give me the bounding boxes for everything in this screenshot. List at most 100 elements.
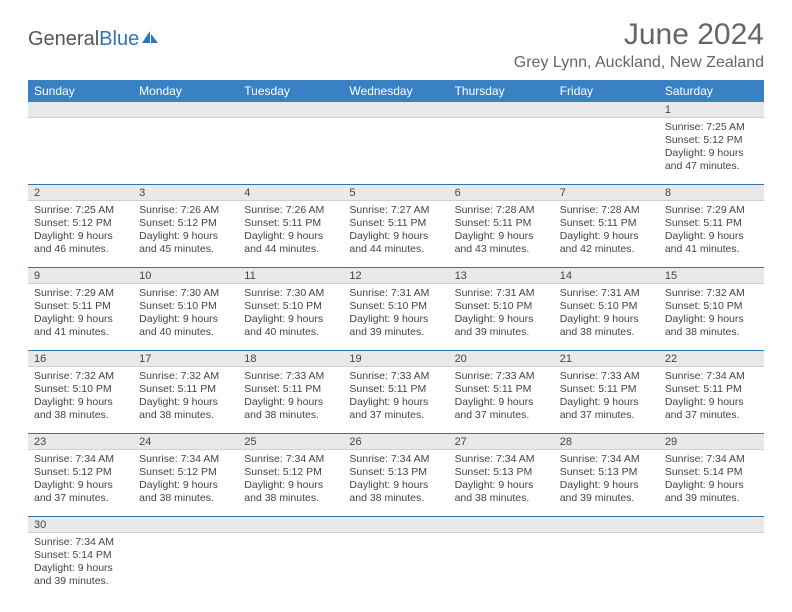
sunrise-text: Sunrise: 7:26 AM xyxy=(139,204,232,217)
day-number-row: 30 xyxy=(28,517,764,533)
week-row: 30Sunrise: 7:34 AMSunset: 5:14 PMDayligh… xyxy=(28,517,764,599)
day-number: 24 xyxy=(133,434,238,449)
daylight-text-2: and 40 minutes. xyxy=(244,326,337,339)
day-number: 26 xyxy=(343,434,448,449)
day-number: 28 xyxy=(554,434,659,449)
sunset-text: Sunset: 5:11 PM xyxy=(455,383,548,396)
day-cell: Sunrise: 7:30 AMSunset: 5:10 PMDaylight:… xyxy=(133,284,238,350)
day-number xyxy=(659,517,764,532)
day-cell: Sunrise: 7:33 AMSunset: 5:11 PMDaylight:… xyxy=(554,367,659,433)
day-cell: Sunrise: 7:30 AMSunset: 5:10 PMDaylight:… xyxy=(238,284,343,350)
day-cell: Sunrise: 7:31 AMSunset: 5:10 PMDaylight:… xyxy=(343,284,448,350)
daylight-text-2: and 42 minutes. xyxy=(560,243,653,256)
day-number: 15 xyxy=(659,268,764,283)
sunrise-text: Sunrise: 7:29 AM xyxy=(34,287,127,300)
day-cell: Sunrise: 7:33 AMSunset: 5:11 PMDaylight:… xyxy=(343,367,448,433)
day-cell: Sunrise: 7:34 AMSunset: 5:12 PMDaylight:… xyxy=(133,450,238,516)
day-number xyxy=(238,517,343,532)
sunset-text: Sunset: 5:13 PM xyxy=(455,466,548,479)
daylight-text-1: Daylight: 9 hours xyxy=(34,396,127,409)
location: Grey Lynn, Auckland, New Zealand xyxy=(514,54,764,72)
day-cell xyxy=(238,533,343,599)
sunrise-text: Sunrise: 7:32 AM xyxy=(34,370,127,383)
sunrise-text: Sunrise: 7:31 AM xyxy=(560,287,653,300)
daylight-text-1: Daylight: 9 hours xyxy=(244,479,337,492)
weekday-tue: Tuesday xyxy=(238,80,343,102)
daylight-text-2: and 45 minutes. xyxy=(139,243,232,256)
daylight-text-2: and 41 minutes. xyxy=(34,326,127,339)
day-number: 4 xyxy=(238,185,343,200)
day-cell: Sunrise: 7:28 AMSunset: 5:11 PMDaylight:… xyxy=(554,201,659,267)
day-number: 2 xyxy=(28,185,133,200)
sunrise-text: Sunrise: 7:34 AM xyxy=(560,453,653,466)
daylight-text-2: and 40 minutes. xyxy=(139,326,232,339)
week-body-row: Sunrise: 7:29 AMSunset: 5:11 PM Daylight:… xyxy=(28,284,764,351)
daylight-text-1: Daylight: 9 hours xyxy=(34,230,127,243)
sunrise-text: Sunrise: 7:31 AM xyxy=(455,287,548,300)
sunset-text: Sunset: 5:14 PM xyxy=(665,466,758,479)
sunset-text: Sunset: 5:10 PM xyxy=(139,300,232,313)
day-cell: Sunrise: 7:33 AMSunset: 5:11 PMDaylight:… xyxy=(238,367,343,433)
week-row: 9101112131415Sunrise: 7:29 AMSunset: 5:1… xyxy=(28,268,764,351)
day-number: 13 xyxy=(449,268,554,283)
daylight-text-2: and 41 minutes. xyxy=(665,243,758,256)
week-body-row: Sunrise: 7:34 AMSunset: 5:12 PMDaylight:… xyxy=(28,450,764,517)
sunrise-text: Sunrise: 7:34 AM xyxy=(34,453,127,466)
sunset-text: Sunset: 5:10 PM xyxy=(560,300,653,313)
daylight-text-1: Daylight: 9 hours xyxy=(455,479,548,492)
title-block: June 2024 Grey Lynn, Auckland, New Zeala… xyxy=(514,18,764,72)
daylight-text-2: and 37 minutes. xyxy=(455,409,548,422)
day-cell: Sunrise: 7:26 AMSunset: 5:11 PMDaylight:… xyxy=(238,201,343,267)
sunset-text: Sunset: 5:10 PM xyxy=(349,300,442,313)
day-number: 8 xyxy=(659,185,764,200)
daylight-text-1: Daylight: 9 hours xyxy=(455,230,548,243)
sunset-text: Sunset: 5:11 PM xyxy=(349,217,442,230)
day-number: 17 xyxy=(133,351,238,366)
day-number: 3 xyxy=(133,185,238,200)
sunrise-text: Sunrise: 7:26 AM xyxy=(244,204,337,217)
day-number: 25 xyxy=(238,434,343,449)
day-cell: Sunrise: 7:32 AMSunset: 5:11 PMDaylight:… xyxy=(133,367,238,433)
sunrise-text: Sunrise: 7:32 AM xyxy=(139,370,232,383)
daylight-text-2: and 39 minutes. xyxy=(560,492,653,505)
day-number: 29 xyxy=(659,434,764,449)
daylight-text-1: Daylight: 9 hours xyxy=(665,396,758,409)
day-number-row: 16171819202122 xyxy=(28,351,764,367)
daylight-text-1: Daylight: 9 hours xyxy=(665,479,758,492)
day-number xyxy=(28,102,133,117)
calendar: Sunday Monday Tuesday Wednesday Thursday… xyxy=(28,80,764,599)
sunrise-text: Sunrise: 7:28 AM xyxy=(560,204,653,217)
daylight-text-2: and 39 minutes. xyxy=(455,326,548,339)
day-cell: Sunrise: 7:31 AMSunset: 5:10 PMDaylight:… xyxy=(554,284,659,350)
day-number: 20 xyxy=(449,351,554,366)
day-cell: Sunrise: 7:34 AMSunset: 5:13 PMDaylight:… xyxy=(449,450,554,516)
weekday-mon: Monday xyxy=(133,80,238,102)
sunset-text: Sunset: 5:10 PM xyxy=(244,300,337,313)
week-row: 2345678Sunrise: 7:25 AMSunset: 5:12 PMDa… xyxy=(28,185,764,268)
daylight-text-1: Daylight: 9 hours xyxy=(139,230,232,243)
daylight-text-2: and 38 minutes. xyxy=(244,409,337,422)
day-number: 10 xyxy=(133,268,238,283)
daylight-text-2: and 38 minutes. xyxy=(139,409,232,422)
sunset-text: Sunset: 5:12 PM xyxy=(244,466,337,479)
daylight-text-2: and 39 minutes. xyxy=(665,492,758,505)
day-number: 5 xyxy=(343,185,448,200)
sunset-text: Sunset: 5:12 PM xyxy=(665,134,758,147)
daylight-text-1: Daylight: 9 hours xyxy=(455,313,548,326)
day-number xyxy=(343,102,448,117)
daylight-text-1: Daylight: 9 hours xyxy=(244,313,337,326)
daylight-text-2: and 38 minutes. xyxy=(455,492,548,505)
daylight-text-2: and 38 minutes. xyxy=(34,409,127,422)
sunset-text: Sunset: 5:11 PM xyxy=(665,383,758,396)
daylight-text-1: Daylight: 9 hours xyxy=(349,313,442,326)
daylight-text-1: Daylight: 9 hours xyxy=(34,562,127,575)
daylight-text-1: Daylight: 9 hours xyxy=(244,230,337,243)
daylight-text-1: Daylight: 9 hours xyxy=(139,313,232,326)
day-cell: Sunrise: 7:25 AMSunset: 5:12 PMDaylight:… xyxy=(28,201,133,267)
daylight-text-1: Daylight: 9 hours xyxy=(139,479,232,492)
sunrise-text: Sunrise: 7:34 AM xyxy=(244,453,337,466)
day-number: 14 xyxy=(554,268,659,283)
daylight-text-2: and 37 minutes. xyxy=(34,492,127,505)
day-number: 12 xyxy=(343,268,448,283)
sunset-text: Sunset: 5:11 PM xyxy=(34,300,127,313)
